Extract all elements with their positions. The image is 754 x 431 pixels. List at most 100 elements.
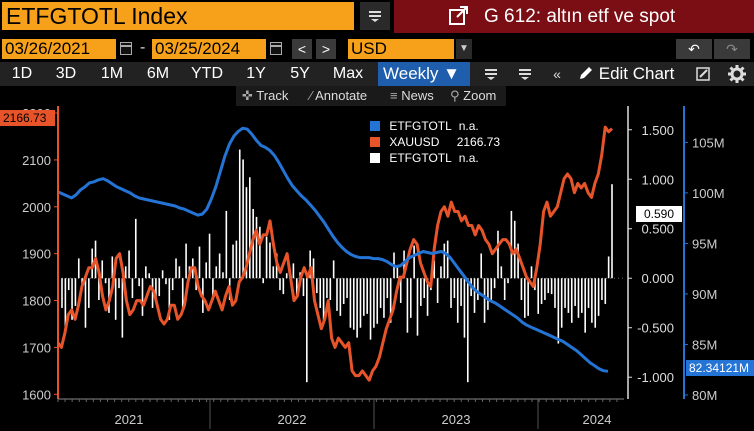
change-bar: [255, 216, 258, 279]
zoom-button[interactable]: ⚲ Zoom: [450, 86, 496, 106]
news-icon: ≡: [390, 88, 398, 103]
change-bar: [584, 278, 586, 333]
legend-name: ETFGTOTL: [389, 119, 452, 133]
change-bar: [161, 270, 164, 279]
change-bar: [544, 278, 546, 301]
next-period-button[interactable]: >: [316, 39, 336, 59]
change-bar: [178, 266, 181, 279]
right-axis-tick-label: 85M: [692, 337, 717, 352]
prev-period-button[interactable]: <: [292, 39, 312, 59]
function-title: G 612: altın etf ve spot: [484, 6, 676, 27]
change-bar: [175, 258, 177, 279]
change-bar: [423, 278, 425, 299]
tab-1y[interactable]: 1Y: [246, 65, 266, 82]
x-axis-year-label: 2023: [442, 412, 471, 427]
change-bar: [306, 278, 308, 383]
tab-max[interactable]: Max: [332, 65, 364, 82]
edit-chart-button[interactable]: Edit Chart: [578, 62, 674, 86]
change-bar: [104, 278, 107, 284]
currency-field[interactable]: USD: [348, 39, 454, 59]
change-bar: [611, 184, 613, 279]
change-bar: [413, 245, 415, 279]
change-bar: [232, 244, 234, 279]
calendar-icon[interactable]: [270, 42, 282, 55]
legend-name: ETFGTOTL: [389, 151, 452, 165]
calendar-icon[interactable]: [120, 42, 132, 55]
annotate-button[interactable]: ∕ Annotate: [310, 86, 367, 106]
tab-5y[interactable]: 5Y: [290, 65, 310, 82]
change-bar: [302, 278, 305, 297]
change-bar: [520, 278, 523, 301]
change-bar: [71, 278, 73, 320]
redo-button[interactable]: ↷: [714, 39, 750, 59]
change-bar: [527, 278, 529, 316]
function-title-box: G 612: altın etf ve spot: [394, 0, 754, 33]
change-bar: [443, 243, 446, 279]
change-bar: [138, 278, 140, 287]
change-bar: [181, 278, 184, 310]
zoom-label: Zoom: [463, 88, 497, 103]
change-bar: [312, 258, 315, 279]
change-bar: [114, 278, 117, 320]
change-bar: [436, 278, 439, 303]
tab-1d[interactable]: 1D: [11, 65, 33, 82]
change-bar: [473, 278, 476, 313]
change-bar: [406, 278, 409, 333]
date-range-row: 03/26/2021 - 03/25/2024 < > USD ▼ ↶ ↷: [0, 37, 754, 61]
settings-menu-icon[interactable]: [514, 62, 536, 86]
lines-menu-icon[interactable]: [480, 62, 502, 86]
ticker-menu-button[interactable]: [360, 2, 390, 30]
x-axis-year-label: 2024: [583, 412, 612, 427]
collapse-icon[interactable]: «: [553, 66, 561, 82]
change-bar: [564, 278, 566, 308]
tab-ytd[interactable]: YTD: [191, 65, 223, 82]
change-bar: [591, 278, 593, 323]
etfgtotl-line: [57, 126, 609, 373]
change-bar: [426, 278, 429, 316]
news-button[interactable]: ≡ News: [390, 86, 434, 106]
change-bar: [108, 278, 110, 313]
change-bar: [198, 246, 201, 279]
change-bar: [363, 278, 365, 316]
change-bar: [517, 243, 519, 279]
popout-icon[interactable]: [448, 6, 470, 26]
xauusd-line: [56, 125, 614, 382]
change-bar: [530, 266, 533, 279]
tab-3d[interactable]: 3D: [55, 65, 77, 82]
start-date-field[interactable]: 03/26/2021: [2, 39, 116, 59]
tab-1m[interactable]: 1M: [100, 65, 124, 82]
ticker-input[interactable]: ETFGTOTL Index: [2, 2, 354, 30]
change-bar: [101, 260, 104, 279]
change-bar: [524, 278, 526, 318]
change-bar: [560, 278, 563, 328]
crosshair-icon: ✜: [242, 88, 253, 103]
frequency-dropdown[interactable]: Weekly ▼: [378, 62, 470, 86]
right-axis-tick-label: 90M: [692, 287, 717, 302]
right-axis-tick-label: 105M: [692, 135, 725, 150]
undo-button[interactable]: ↶: [676, 39, 712, 59]
change-bar: [285, 273, 288, 279]
mid-axis-tick-label: 0.000: [641, 271, 674, 286]
chart-edit-icon[interactable]: [692, 62, 714, 86]
change-bar: [383, 278, 385, 318]
change-bar: [493, 278, 496, 289]
change-bar: [134, 218, 137, 279]
menu-down-icon: [369, 11, 381, 22]
change-bar: [218, 253, 221, 279]
change-bar: [259, 226, 261, 279]
change-bar: [225, 210, 228, 279]
price-chart[interactable]: 1600170018001900200021002200-1.000-0.500…: [0, 106, 754, 431]
change-bar: [597, 278, 600, 316]
gear-icon[interactable]: [726, 62, 748, 86]
mid-axis-tick-label: 1.000: [641, 172, 674, 187]
change-bar: [483, 278, 486, 323]
change-bar: [249, 177, 251, 279]
end-date-field[interactable]: 03/25/2024: [152, 39, 266, 59]
track-button[interactable]: ✜ Track: [242, 86, 288, 106]
tab-6m[interactable]: 6M: [146, 65, 170, 82]
change-bar: [446, 240, 449, 279]
currency-dropdown-icon[interactable]: ▼: [456, 39, 472, 59]
change-bar: [356, 278, 358, 338]
change-bar: [537, 278, 540, 314]
